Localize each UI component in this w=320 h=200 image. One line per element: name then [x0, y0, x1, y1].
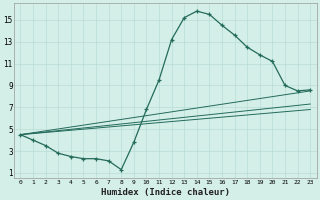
X-axis label: Humidex (Indice chaleur): Humidex (Indice chaleur): [101, 188, 230, 197]
